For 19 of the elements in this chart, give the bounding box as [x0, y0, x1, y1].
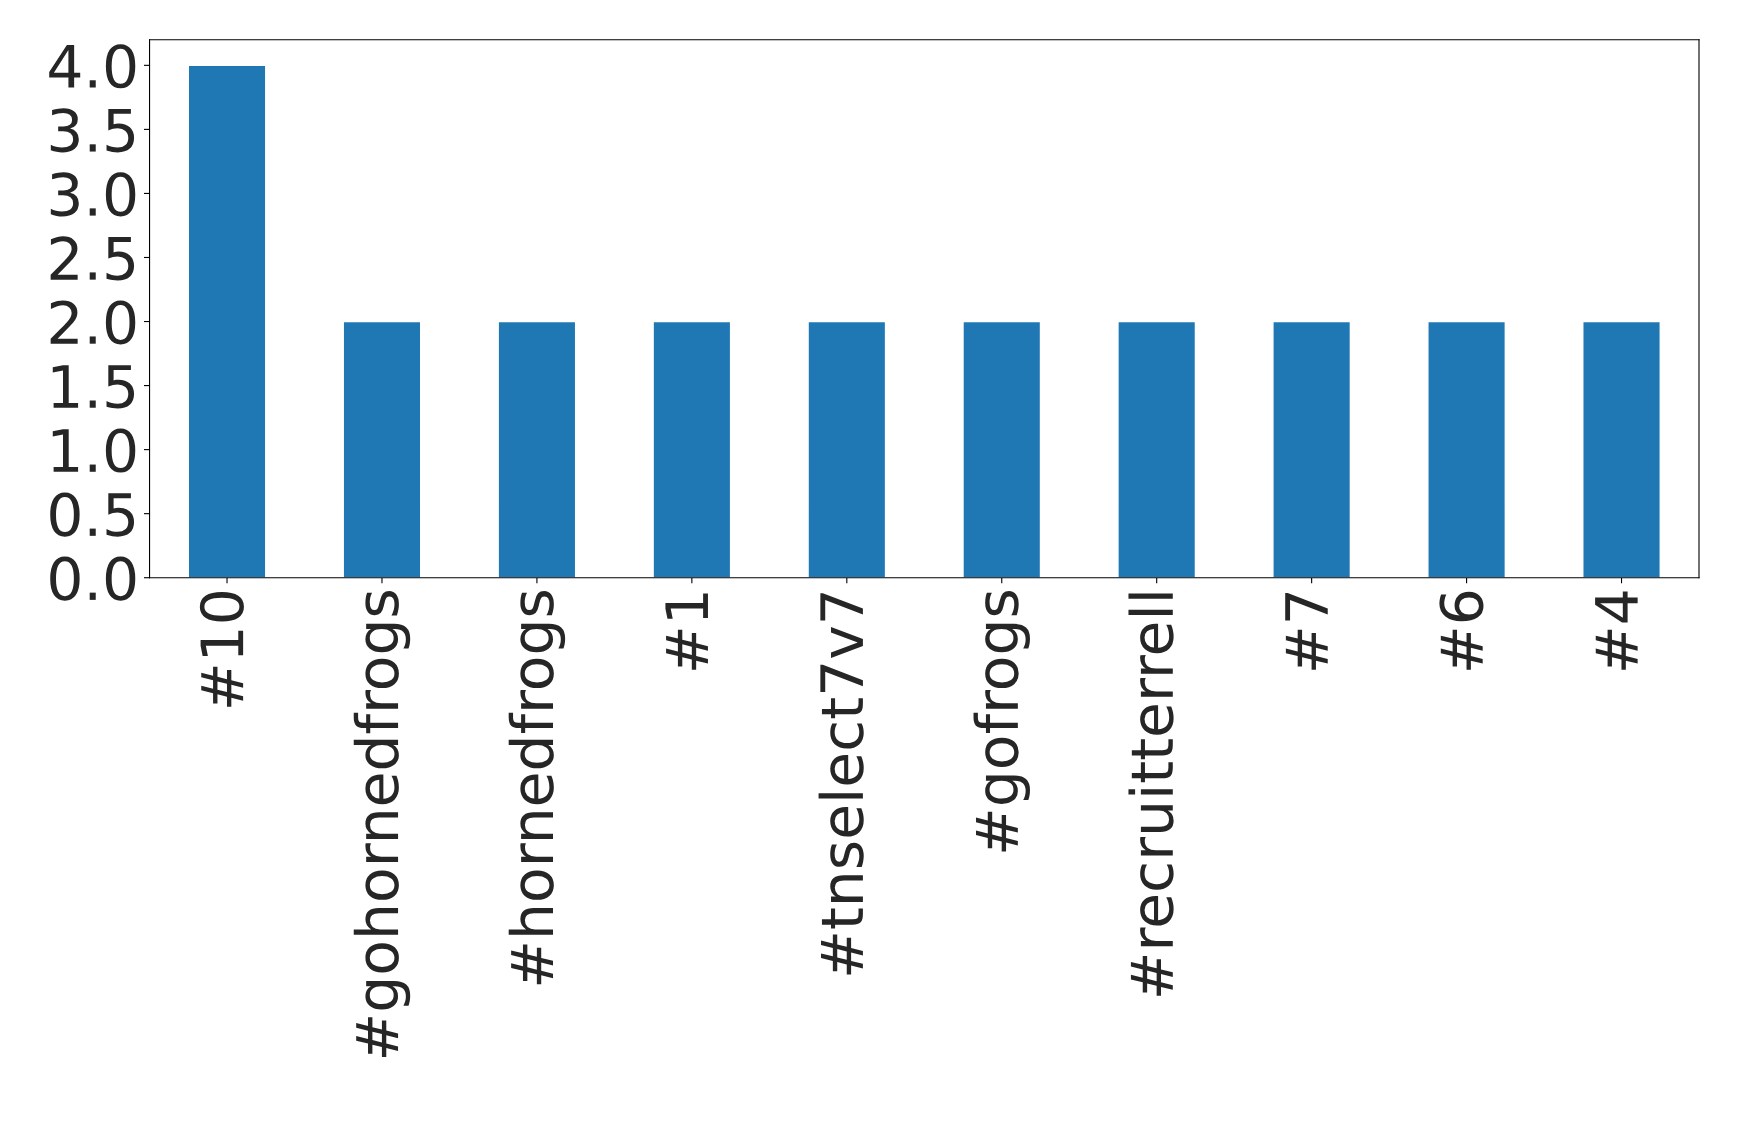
x-tick-label: #gohornedfrogs	[353, 591, 411, 1058]
x-tick-label: #hornedfrogs	[508, 590, 566, 985]
y-tick-label: 4.0	[49, 44, 136, 89]
x-tick-label: #7	[1285, 593, 1328, 670]
x-tick-label: #tnselect7v7	[818, 593, 864, 975]
y-tick-label: 3.5	[50, 108, 135, 153]
x-tick-label: #gofrogs	[973, 590, 1030, 852]
y-tick-label: 0.0	[50, 556, 136, 601]
y-tick-label: 0.5	[50, 492, 135, 537]
x-tick-label: #recruitterrell	[1128, 593, 1174, 996]
x-tick-label: #4	[1595, 591, 1638, 670]
y-tick-label: 1.5	[52, 365, 135, 409]
y-tick-label: 3.0	[50, 172, 136, 217]
x-tick-label: #1	[665, 593, 708, 670]
y-tick-label: 2.0	[50, 300, 136, 345]
y-tick-label: 2.5	[50, 236, 135, 281]
x-tick-label: #10	[199, 592, 244, 707]
x-tick-label: #6	[1439, 591, 1484, 670]
y-tick-label: 1.0	[52, 428, 136, 473]
